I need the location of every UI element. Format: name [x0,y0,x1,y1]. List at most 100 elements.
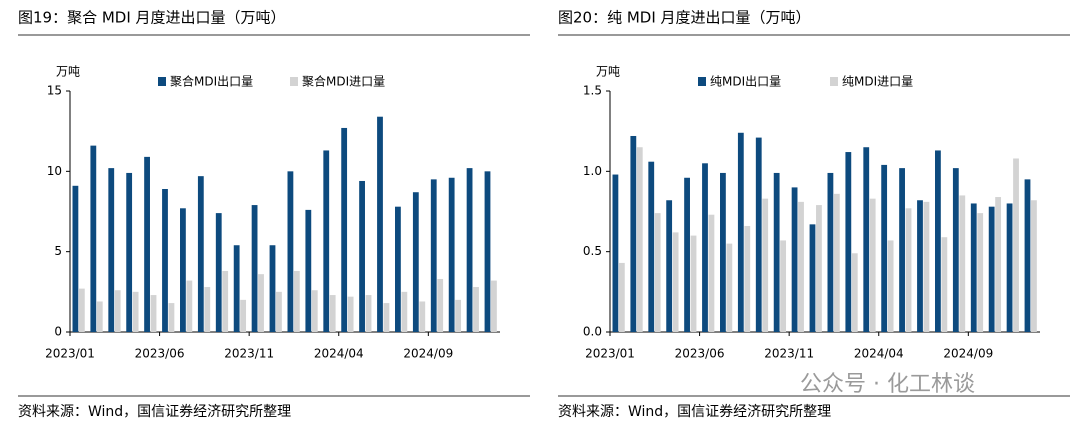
bar [233,245,240,332]
bar [251,205,258,332]
bar [150,295,157,332]
bar [666,200,673,332]
bar [162,189,168,332]
bar [762,198,769,332]
x-tick-label: 2024/04 [854,347,904,361]
bar [744,225,751,332]
bar [293,270,300,332]
bar [430,179,437,332]
bar [90,145,97,332]
bar [168,303,175,332]
bar [419,301,426,332]
x-tick-label: 2023/06 [135,347,185,361]
bar [180,208,186,332]
bar [905,208,912,332]
bar [816,205,822,332]
legend-swatch [830,77,838,86]
y-tick-label: 0.5 [583,244,602,258]
legend-label: 聚合MDI进口量 [302,74,385,89]
bar [132,291,139,332]
legend-swatch [698,77,706,86]
bar [484,171,491,332]
bar [108,168,115,332]
bar [780,240,787,332]
chart-title: 图19：聚合 MDI 月度进出口量（万吨） [18,9,286,27]
bar [970,203,977,332]
bar [491,280,497,332]
bar [96,301,103,332]
bar [197,176,204,332]
bar [359,180,365,332]
bar [851,253,858,332]
bar [114,290,121,332]
bar [977,213,984,332]
bar [473,287,479,332]
bar [690,235,697,332]
bar [654,213,661,332]
x-tick-label: 2024/09 [403,347,453,361]
bar [341,127,348,332]
x-tick-label: 2023/01 [45,347,95,361]
bar [791,187,798,332]
bar [1024,179,1031,332]
bar [215,213,222,332]
y-tick-label: 15 [47,84,62,98]
bar [899,168,905,332]
legend-label: 纯MDI进口量 [842,75,913,89]
bar [887,240,894,332]
bar [204,287,211,332]
bar [618,262,625,332]
bar [269,245,276,332]
chart-title: 图20：纯 MDI 月度进出口量（万吨） [558,9,811,27]
x-tick-label: 2024/09 [943,347,993,361]
y-tick-label: 0 [54,325,62,339]
bar [287,171,294,332]
watermark: 公众号 · 化工林谈 [800,372,975,397]
bar [78,288,85,332]
legend-swatch [290,77,298,86]
bar [809,224,816,332]
bar [466,168,473,332]
bar [401,291,408,332]
bar [959,195,966,332]
y-tick-label: 1.0 [583,164,602,178]
bar [720,172,726,332]
bar [917,200,923,332]
x-tick-label: 2023/11 [764,347,814,361]
source: 资料来源：Wind，国信证券经济研究所整理 [18,404,291,420]
x-tick-label: 2023/11 [224,347,274,361]
bar [988,206,995,332]
bar [612,174,619,332]
bar [455,299,462,332]
bar [222,270,229,332]
bar [630,135,637,332]
bar [276,291,282,332]
bar [995,197,1002,332]
bar [702,163,708,332]
bar [755,137,762,332]
y-tick-label: 5 [54,244,62,258]
bar [935,150,941,332]
bar [72,185,79,332]
bar [240,299,247,332]
bar [737,132,744,332]
bar [672,232,679,332]
x-tick-label: 2023/06 [675,347,725,361]
bar [437,278,444,332]
bar [833,193,840,332]
bar [1031,200,1037,332]
bar [845,152,852,332]
bar [311,290,318,332]
y-tick-label: 10 [47,164,62,178]
bar [395,206,401,332]
bar [329,295,336,332]
bar [648,161,655,332]
bar [684,177,690,332]
bar [412,192,419,332]
y-axis-label: 万吨 [596,65,620,79]
bar [383,303,390,332]
bar [863,147,870,332]
bar [726,243,733,332]
y-tick-label: 1.5 [583,84,602,98]
